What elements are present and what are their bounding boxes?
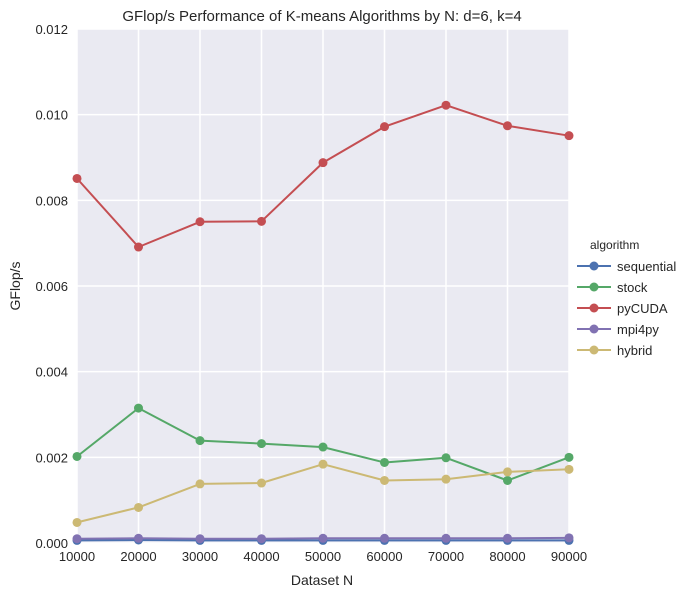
data-point <box>134 534 143 543</box>
data-point <box>565 453 574 462</box>
legend-entry-label: sequential <box>617 259 676 274</box>
data-point <box>319 158 328 167</box>
data-point <box>442 475 451 484</box>
y-tick-label: 0.004 <box>35 365 68 380</box>
data-point <box>73 174 82 183</box>
x-tick-label: 70000 <box>428 549 464 564</box>
data-point <box>503 476 512 485</box>
data-point <box>257 534 266 543</box>
chart-title: GFlop/s Performance of K-means Algorithm… <box>122 8 521 25</box>
data-point <box>503 467 512 476</box>
data-point <box>319 443 328 452</box>
x-axis-label: Dataset N <box>291 572 353 588</box>
data-point <box>319 534 328 543</box>
x-tick-label: 10000 <box>59 549 95 564</box>
legend-swatch-marker <box>590 262 599 271</box>
x-tick-label: 90000 <box>551 549 587 564</box>
data-point <box>73 518 82 527</box>
data-point <box>134 404 143 413</box>
y-tick-label: 0.000 <box>35 536 68 551</box>
data-point <box>442 453 451 462</box>
data-point <box>196 479 205 488</box>
data-point <box>73 534 82 543</box>
data-point <box>380 122 389 131</box>
legend-swatch-marker <box>590 283 599 292</box>
legend-swatch-marker <box>590 346 599 355</box>
x-tick-label: 80000 <box>489 549 525 564</box>
data-point <box>380 476 389 485</box>
data-point <box>380 458 389 467</box>
data-point <box>565 465 574 474</box>
data-point <box>380 534 389 543</box>
data-point <box>442 101 451 110</box>
data-point <box>257 479 266 488</box>
data-point <box>565 131 574 140</box>
x-tick-label: 40000 <box>243 549 279 564</box>
y-tick-label: 0.006 <box>35 279 68 294</box>
x-tick-label: 20000 <box>120 549 156 564</box>
data-point <box>565 533 574 542</box>
legend-entry-label: stock <box>617 280 648 295</box>
data-point <box>442 534 451 543</box>
y-axis-label: GFlop/s <box>7 261 23 310</box>
legend-entry-label: pyCUDA <box>617 301 668 316</box>
legend-entry-label: hybrid <box>617 343 652 358</box>
y-tick-label: 0.002 <box>35 450 68 465</box>
legend-title: algorithm <box>590 238 639 252</box>
data-point <box>503 121 512 130</box>
x-tick-label: 60000 <box>366 549 402 564</box>
y-tick-label: 0.010 <box>35 108 68 123</box>
data-point <box>73 452 82 461</box>
data-point <box>196 217 205 226</box>
legend: algorithm sequential stock pyCUDA mpi4py hyb… <box>577 238 676 358</box>
data-point <box>257 217 266 226</box>
data-point <box>503 534 512 543</box>
data-point <box>196 534 205 543</box>
y-tick-label: 0.008 <box>35 193 68 208</box>
x-tick-label: 30000 <box>182 549 218 564</box>
data-point <box>196 436 205 445</box>
data-point <box>257 439 266 448</box>
legend-swatch-marker <box>590 304 599 313</box>
legend-entry-label: mpi4py <box>617 322 659 337</box>
y-tick-label: 0.012 <box>35 22 68 37</box>
data-point <box>134 503 143 512</box>
data-point <box>319 460 328 469</box>
data-point <box>134 243 143 252</box>
legend-swatch-marker <box>590 325 599 334</box>
x-tick-label: 50000 <box>305 549 341 564</box>
